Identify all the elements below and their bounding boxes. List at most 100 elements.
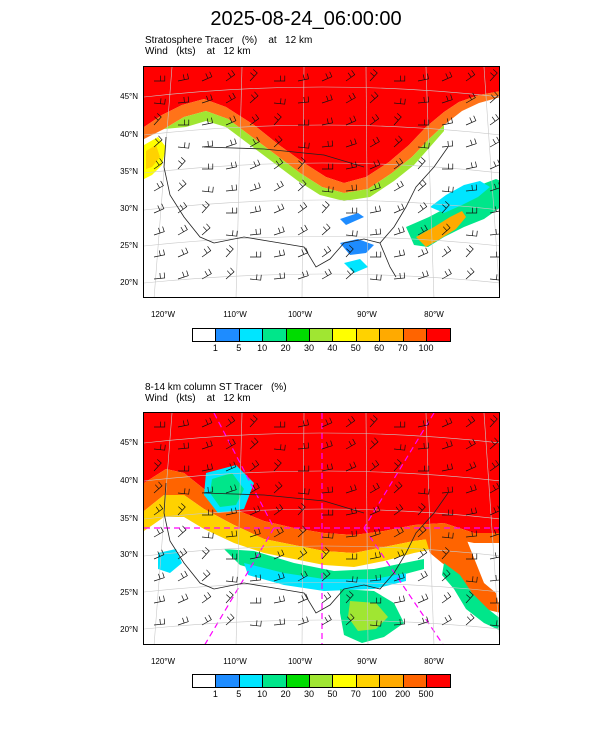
wind-barb [417, 465, 430, 472]
wind-barb [465, 416, 476, 428]
wind-barb [249, 551, 261, 560]
wind-barb [345, 507, 357, 516]
wind-barb [225, 438, 236, 450]
wind-barb [297, 96, 310, 104]
wind-barb [393, 203, 405, 214]
colorbar-label: 5 [236, 343, 242, 353]
wind-barb [345, 245, 354, 258]
panel2-map [143, 412, 500, 645]
wind-barb [177, 73, 189, 82]
wind-barb [393, 272, 406, 280]
wind-barb [345, 438, 356, 450]
wind-barb [393, 572, 405, 582]
wind-barb [417, 488, 430, 495]
wind-barb [273, 444, 286, 451]
colorbar-label: 500 [418, 689, 434, 699]
wind-barb [321, 223, 331, 236]
wind-barb [489, 528, 499, 538]
wind-barb [273, 481, 283, 494]
panel1-colorbar [192, 328, 452, 342]
wind-barb [321, 246, 332, 258]
wind-barb [441, 614, 452, 626]
wind-barb [465, 530, 478, 538]
wind-barb [249, 228, 262, 236]
wind-barb [177, 96, 190, 104]
wind-barb [225, 461, 237, 472]
wind-barb [393, 98, 406, 105]
wind-barb [249, 136, 260, 148]
wind-barb [441, 268, 452, 280]
wind-barb [489, 69, 498, 82]
wind-barb [153, 135, 163, 148]
wind-barb [249, 415, 258, 428]
wind-barb [225, 230, 238, 237]
colorbar-swatch [426, 675, 451, 687]
wind-barb [441, 140, 454, 148]
wind-barb [177, 616, 189, 626]
wind-barb [417, 419, 429, 428]
wind-barb [489, 551, 499, 560]
wind-barb [225, 138, 237, 148]
wind-barb [393, 421, 406, 428]
wind-barb [297, 202, 308, 214]
panel1-lon-label: 120°W [150, 310, 176, 319]
wind-barb [225, 530, 238, 538]
wind-barb [417, 548, 428, 560]
wind-barb [201, 268, 212, 280]
wind-barb [369, 251, 382, 258]
wind-barb [249, 597, 262, 604]
colorbar-swatch [193, 329, 217, 341]
wind-barb [297, 179, 307, 192]
wind-barb [153, 226, 165, 236]
wind-barb [177, 488, 190, 495]
wind-barb [441, 94, 453, 104]
wind-barb [321, 547, 330, 560]
wind-barb [369, 274, 382, 281]
wind-barb [393, 459, 402, 472]
wind-barb [417, 142, 430, 149]
wind-barb [417, 247, 429, 258]
wind-barb [249, 91, 259, 104]
wind-barb [297, 442, 310, 450]
wind-barb [249, 620, 262, 627]
wind-barb [225, 267, 235, 280]
wind-barb [465, 591, 474, 604]
wind-barb [153, 203, 165, 214]
wind-barb [201, 117, 213, 126]
wind-barb [273, 272, 286, 280]
wind-barb [441, 547, 450, 560]
wind-barb [297, 119, 310, 126]
wind-barb [177, 142, 190, 149]
wind-barb [441, 163, 454, 170]
wind-barb [489, 415, 498, 428]
wind-barb [297, 73, 309, 82]
colorbar-label: 5 [236, 689, 242, 699]
wind-barb [153, 549, 165, 560]
wind-barb [321, 140, 334, 148]
wind-barb [297, 525, 307, 538]
wind-barb [369, 69, 378, 82]
wind-barb [297, 488, 310, 495]
wind-barb [321, 186, 334, 193]
wind-barb [441, 592, 452, 604]
colorbar-swatch [333, 329, 357, 341]
wind-barb [369, 114, 380, 126]
wind-barb [489, 482, 499, 494]
wind-barb [393, 135, 403, 148]
wind-barb [345, 461, 357, 472]
wind-barb [393, 249, 405, 258]
wind-barb [201, 509, 214, 516]
wind-barb [417, 270, 429, 280]
wind-barb [441, 186, 454, 193]
wind-barb [465, 438, 476, 450]
wind-barb [345, 184, 358, 192]
wind-barb [249, 482, 260, 494]
wind-barb [345, 161, 357, 170]
wind-barb [273, 135, 283, 148]
colorbar-label: 200 [395, 689, 411, 699]
wind-barb [369, 415, 378, 428]
colorbar-swatch [239, 675, 264, 687]
wind-barb [345, 70, 356, 82]
wind-barb [369, 91, 379, 104]
wind-barb [153, 444, 166, 451]
